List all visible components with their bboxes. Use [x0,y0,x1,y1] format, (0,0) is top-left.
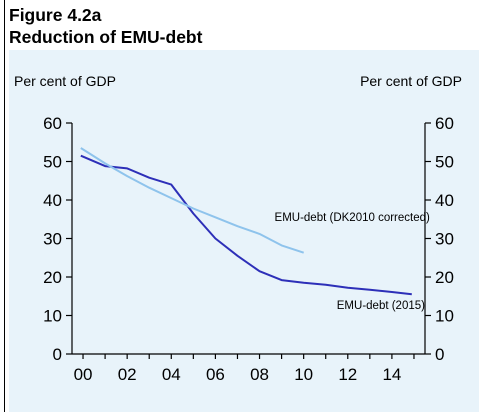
emu-debt-line-chart: Per cent of GDP Per cent of GDP 0 010 1020… [14,73,462,384]
y-tick-label-left: 30 [43,230,62,249]
y-tick-label-right: 10 [435,307,454,326]
x-tick-label: 14 [382,365,401,384]
x-tick-label: 02 [118,365,137,384]
x-tick-label: 00 [74,365,93,384]
y-tick-label-left: 20 [43,268,62,287]
figure-heading: Figure 4.2a Reduction of EMU-debt [9,0,479,48]
y-tick-label-right: 40 [435,191,454,210]
x-tick-label: 08 [250,365,269,384]
y-tick-label-right: 0 [435,345,444,364]
figure-label: Figure 4.2a [9,5,102,25]
y-tick-label-right: 50 [435,153,454,172]
chart-series-lines [80,147,412,296]
x-tick-label: 10 [294,365,313,384]
series-label-emu-debt-dk2010: EMU-debt (DK2010 corrected) [275,212,430,224]
y-axis-label-left: Per cent of GDP [14,73,116,89]
y-tick-label-left: 60 [43,114,62,133]
y-tick-label-left: 0 [53,345,62,364]
x-tick-label: 06 [206,365,225,384]
left-margin-rule [4,0,5,412]
y-axis-label-right: Per cent of GDP [360,73,462,89]
y-tick-label-left: 40 [43,191,62,210]
y-tick-label-left: 10 [43,307,62,326]
series-line-emu-debt-dk2010 [80,147,305,254]
y-tick-label-right: 20 [435,268,454,287]
y-tick-label-right: 60 [435,114,454,133]
y-tick-label-right: 30 [435,230,454,249]
x-tick-label: 04 [162,365,181,384]
x-tick-label: 12 [338,365,357,384]
y-tick-label-left: 50 [43,153,62,172]
series-label-emu-debt-2015: EMU-debt (2015) [337,300,425,312]
figure-title: Reduction of EMU-debt [9,27,203,47]
chart-series-labels: EMU-debt (2015) EMU-debt (DK2010 correcte… [275,212,430,312]
series-line-emu-debt-2015 [80,154,412,296]
chart-background [9,50,479,412]
